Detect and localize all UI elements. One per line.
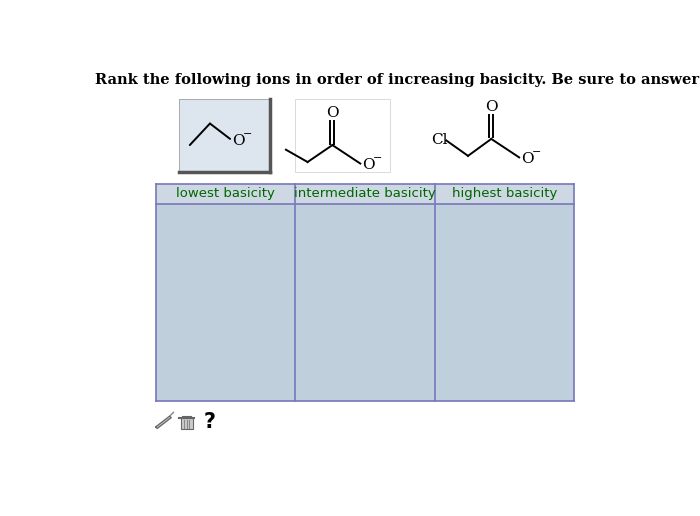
Text: ?: ? [204, 412, 216, 432]
Text: −: − [531, 147, 541, 157]
Text: −: − [244, 130, 253, 139]
Bar [435, 204, 574, 401]
Bar [295, 99, 390, 172]
Bar [155, 184, 295, 204]
Text: O: O [232, 134, 245, 148]
Bar [179, 99, 270, 172]
Bar [181, 418, 193, 429]
Text: intermediate basicity: intermediate basicity [294, 187, 436, 200]
Text: Cl: Cl [430, 134, 447, 148]
Text: −: − [372, 153, 382, 163]
Text: O: O [362, 158, 375, 172]
Text: Rank the following ions in order of increasing basicity. Be sure to answer all p: Rank the following ions in order of incr… [95, 73, 700, 87]
Bar [295, 204, 435, 401]
Text: O: O [485, 100, 498, 114]
Bar [155, 204, 295, 401]
Text: lowest basicity: lowest basicity [176, 187, 275, 200]
Text: O: O [326, 106, 339, 120]
Text: highest basicity: highest basicity [452, 187, 557, 200]
Bar [435, 184, 574, 204]
Bar [421, 99, 615, 172]
Polygon shape [155, 416, 172, 428]
Text: O: O [521, 152, 533, 166]
Bar [295, 184, 435, 204]
